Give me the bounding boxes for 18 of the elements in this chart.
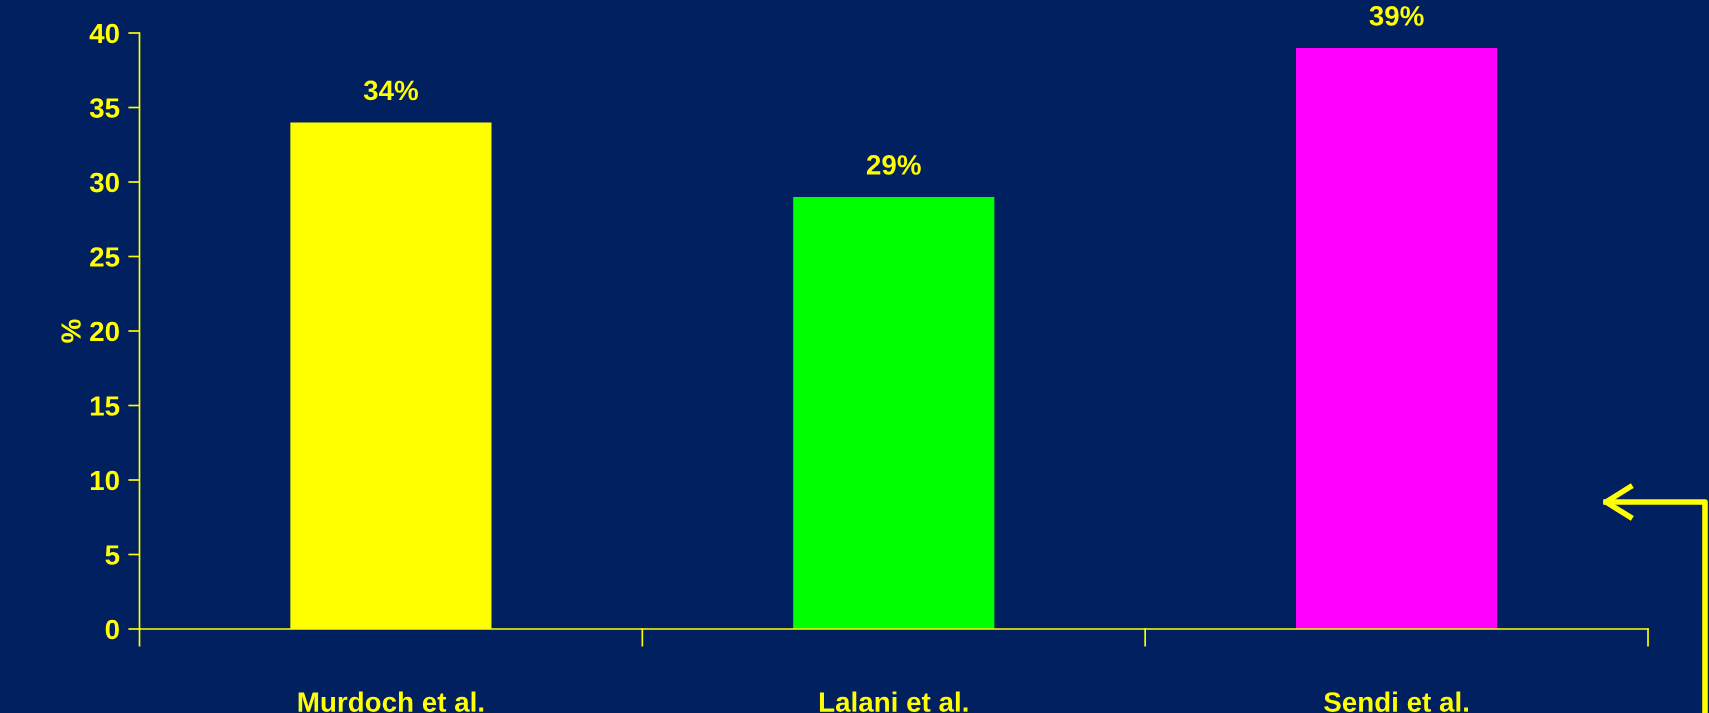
y-tick-label: 0: [105, 619, 119, 640]
y-tick-label: 40: [89, 23, 119, 44]
bar: [793, 196, 995, 629]
y-axis-title: %: [61, 319, 81, 343]
y-tick-label: 10: [90, 470, 119, 491]
y-tick-label: 35: [89, 98, 120, 118]
x-tick-label: Murdoch et al.: [298, 691, 484, 712]
bar: [1296, 47, 1498, 629]
data-label: 34%: [363, 80, 418, 101]
y-tick-label: 30: [89, 172, 119, 193]
y-tick-label: 15: [90, 396, 120, 416]
y-tick-label: 5: [105, 545, 120, 565]
y-tick-label: 20: [90, 321, 119, 342]
data-label: 39%: [1369, 6, 1424, 26]
data-label: 29%: [866, 155, 921, 175]
y-tick-label: 25: [90, 247, 120, 267]
x-tick-label: Sendi et al.: [1324, 691, 1468, 712]
x-tick-label: Lalani et al.: [819, 691, 968, 712]
